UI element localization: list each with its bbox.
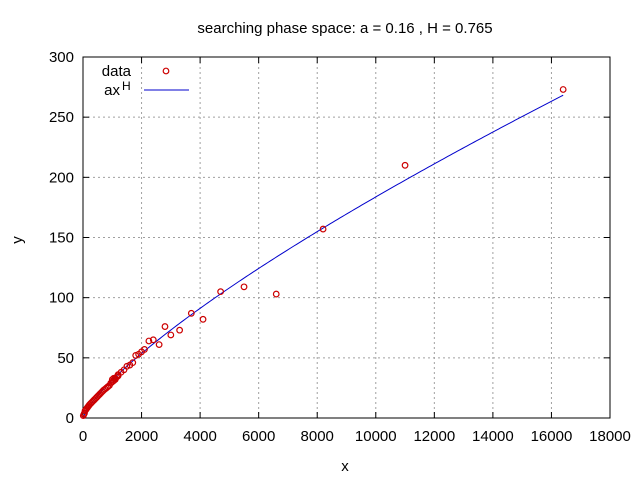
ticks: 0 2000 4000 6000 8000 10000 12000 14000 16000 180…: [49, 49, 631, 445]
x-tick-label: 4000: [183, 428, 216, 445]
x-tick-label: 0: [79, 428, 87, 445]
data-point: [108, 376, 116, 383]
y-axis-label: y: [9, 236, 26, 244]
data-point: [176, 326, 184, 334]
legend-marker-data: [162, 67, 170, 75]
legend-label-ax-sup: H: [122, 79, 131, 93]
y-tick-label: 150: [49, 230, 74, 247]
data-point: [161, 323, 169, 330]
chart-title: searching phase space: a = 0.16 , H = 0.…: [197, 20, 492, 37]
data-point: [145, 337, 153, 345]
x-axis-label: x: [341, 458, 349, 475]
x-tick-label: 10000: [355, 428, 397, 445]
data-point: [199, 315, 207, 323]
y-tick-label: 100: [49, 290, 74, 307]
y-tick-label: 50: [57, 350, 74, 367]
legend-label-data: data: [102, 63, 132, 80]
series-points: [79, 86, 567, 419]
data-point: [319, 225, 327, 233]
series-line: [82, 94, 564, 419]
data-point: [187, 309, 195, 317]
data-point: [129, 359, 137, 367]
x-tick-label: 2000: [125, 428, 158, 445]
x-tick-label: 6000: [242, 428, 275, 445]
data-point: [111, 376, 119, 383]
data-point: [141, 346, 148, 353]
data-point: [167, 331, 175, 339]
grid: [83, 57, 610, 418]
data-point: [401, 161, 409, 169]
x-tick-label: 14000: [472, 428, 514, 445]
y-tick-label: 250: [49, 109, 74, 126]
data-point: [149, 336, 157, 344]
data-point: [559, 86, 567, 93]
x-tick-label: 8000: [301, 428, 334, 445]
data-point: [155, 341, 163, 349]
x-tick-label: 16000: [531, 428, 573, 445]
data-point: [272, 290, 280, 298]
y-tick-label: 200: [49, 169, 74, 186]
y-tick-label: 300: [49, 49, 74, 66]
y-tick-label: 0: [66, 410, 74, 427]
legend: data ax H: [102, 63, 189, 99]
data-point: [217, 288, 225, 296]
data-point: [240, 283, 248, 291]
legend-label-ax-base: ax: [104, 82, 120, 99]
legend-label-ax: ax: [104, 82, 120, 99]
x-tick-label: 18000: [589, 428, 631, 445]
data-point: [110, 374, 118, 382]
x-tick-label: 12000: [413, 428, 455, 445]
fit-line-ax-h: [82, 94, 564, 419]
